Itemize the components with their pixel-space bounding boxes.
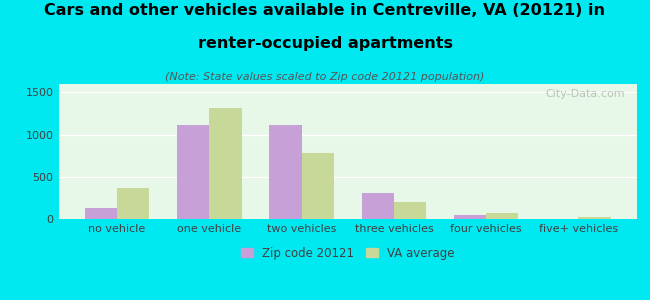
Bar xyxy=(361,193,394,219)
Bar xyxy=(394,202,426,219)
Bar xyxy=(269,124,302,219)
Bar xyxy=(177,124,209,219)
Bar xyxy=(302,153,334,219)
Bar xyxy=(209,109,242,219)
Bar xyxy=(454,215,486,219)
Text: renter-occupied apartments: renter-occupied apartments xyxy=(198,36,452,51)
Bar xyxy=(84,208,117,219)
Bar xyxy=(578,217,611,219)
Bar xyxy=(486,213,519,219)
Text: (Note: State values scaled to Zip code 20121 population): (Note: State values scaled to Zip code 2… xyxy=(165,72,485,82)
Text: City-Data.com: City-Data.com xyxy=(546,89,625,99)
Bar xyxy=(117,188,150,219)
Text: Cars and other vehicles available in Centreville, VA (20121) in: Cars and other vehicles available in Cen… xyxy=(44,3,606,18)
Legend: Zip code 20121, VA average: Zip code 20121, VA average xyxy=(236,242,460,264)
